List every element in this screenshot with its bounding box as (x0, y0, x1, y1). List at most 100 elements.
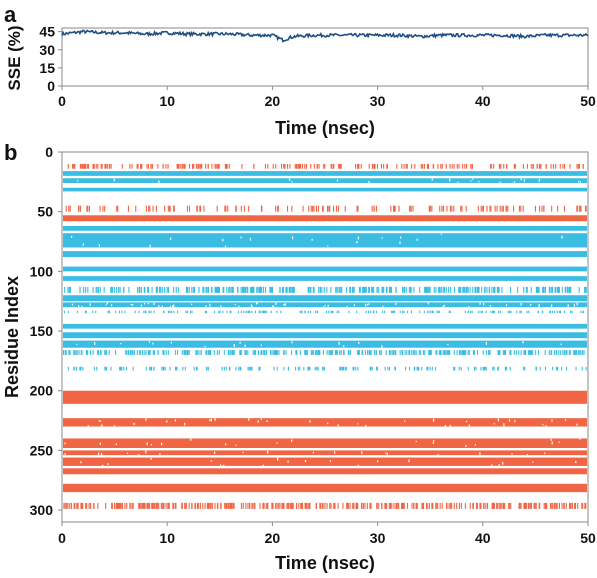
strand-band-fill (63, 266, 587, 272)
strand-tick (493, 310, 495, 314)
helix-tick (88, 205, 90, 212)
strand-tick (80, 350, 82, 355)
strand-tick (563, 350, 565, 355)
strand-tick (115, 350, 117, 355)
strand-tick (104, 366, 106, 371)
helix-tick (577, 163, 579, 169)
strand-tick (576, 350, 578, 355)
helix-tick (440, 163, 442, 169)
strand-tick (118, 286, 120, 293)
strand-tick (188, 350, 190, 355)
strand-tick (418, 350, 420, 355)
helix-tick (422, 502, 424, 509)
strand-tick (210, 286, 212, 293)
helix-tick (152, 502, 154, 509)
helix-tick (224, 502, 226, 509)
strand-tick (69, 286, 71, 293)
helix-tick (287, 205, 289, 212)
helix-tick (564, 163, 566, 169)
strand-tick (119, 366, 121, 371)
strand-tick (323, 286, 325, 293)
strand-tick (470, 310, 472, 314)
strand-tick (69, 350, 71, 355)
band-gap (224, 245, 227, 249)
strand-tick (200, 350, 202, 355)
strand-tick (240, 286, 242, 293)
helix-tick (501, 205, 503, 212)
strand-tick (188, 286, 190, 293)
band-gap (276, 442, 278, 444)
helix-tick (81, 163, 83, 169)
helix-tick (304, 163, 306, 169)
helix-tick (200, 205, 202, 212)
strand-tick (299, 310, 301, 314)
strand-tick (161, 286, 163, 293)
strand-tick (392, 310, 394, 314)
strand-tick (440, 286, 442, 293)
strand-tick (308, 286, 310, 293)
strand-tick (218, 310, 220, 314)
helix-tick (545, 163, 547, 169)
helix-tick (585, 205, 587, 212)
strand-tick (183, 350, 185, 355)
helix-tick (388, 502, 390, 509)
helix-tick (324, 502, 326, 509)
strand-tick (230, 310, 232, 314)
helix-tick (300, 502, 302, 509)
strand-tick (357, 366, 359, 371)
strand-tick (317, 366, 319, 371)
strand-tick (260, 286, 262, 293)
strand-tick (381, 310, 383, 314)
strand-tick (389, 366, 391, 371)
strand-tick (67, 366, 69, 371)
strand-tick (365, 310, 367, 314)
strand-tick (556, 366, 558, 371)
strand-tick (296, 350, 298, 355)
helix-tick (277, 502, 279, 509)
helix-tick (176, 163, 178, 169)
band-gap (161, 442, 163, 446)
strand-tick (505, 366, 507, 371)
strand-tick (425, 286, 427, 293)
band-gap (538, 303, 540, 307)
helix-tick (183, 163, 185, 169)
helix-tick (393, 205, 395, 212)
strand-tick (328, 350, 330, 355)
strand-tick (63, 310, 65, 314)
helix-tick (102, 205, 104, 212)
helix-tick (79, 205, 81, 212)
helix-tick (131, 502, 133, 509)
helix-tick (451, 163, 453, 169)
helix-tick (346, 502, 348, 509)
strand-tick (263, 350, 265, 355)
strand-tick (352, 286, 354, 293)
band-gap (538, 305, 540, 308)
strand-tick (287, 366, 289, 371)
residue-x-tick-label: 0 (58, 530, 66, 546)
helix-tick (358, 163, 360, 169)
strand-tick (149, 350, 151, 355)
band-gap (520, 178, 522, 181)
helix-tick (232, 502, 234, 509)
helix-tick (534, 205, 536, 212)
strand-tick (237, 310, 239, 314)
strand-tick (323, 366, 325, 371)
band-gap (138, 454, 140, 457)
helix-tick (181, 163, 183, 169)
helix-tick (582, 163, 584, 169)
helix-tick (580, 205, 582, 212)
helix-tick (420, 163, 422, 169)
sse-y-tick-label: 45 (39, 24, 55, 40)
helix-band (63, 390, 587, 404)
strand-tick (138, 310, 140, 314)
helix-tick (224, 205, 226, 212)
helix-tick (111, 502, 113, 509)
helix-tick (563, 205, 565, 212)
helix-tick (549, 502, 551, 509)
strand-tick (506, 366, 508, 371)
helix-tick (501, 502, 503, 509)
band-gap (78, 305, 80, 309)
strand-tick (205, 310, 207, 314)
helix-tick (172, 502, 174, 509)
